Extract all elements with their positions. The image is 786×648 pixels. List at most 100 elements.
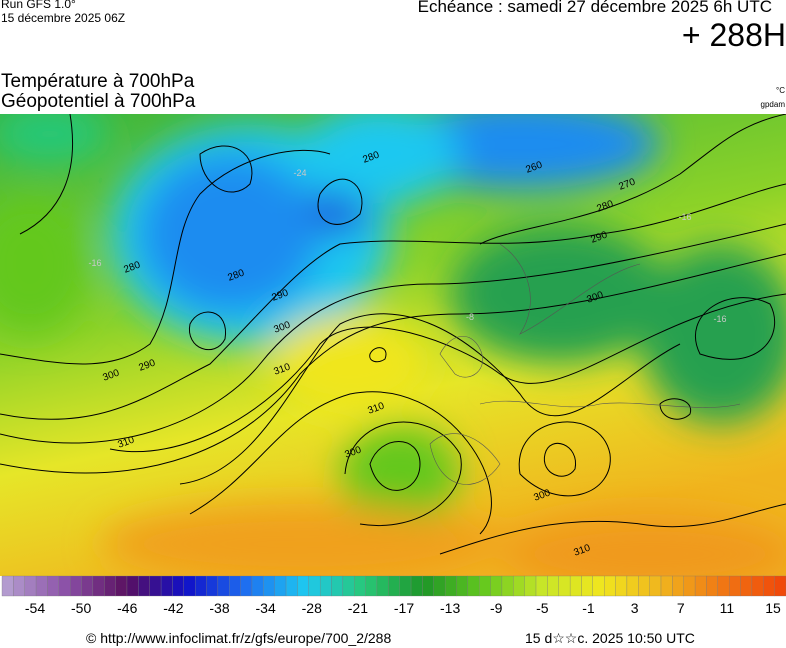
colorbar-swatch [342,575,355,597]
colorbar-label: -13 [440,600,460,615]
colorbar-swatch [751,575,764,597]
contours [0,114,786,555]
colorbar-swatch [524,575,537,597]
colorbar-swatch [740,575,753,597]
colorbar-label: -21 [348,600,368,615]
colorbar-label: -38 [209,600,229,615]
colorbar-swatch [547,575,559,597]
colorbar-label: 11 [720,600,735,615]
colorbar-swatch [433,575,446,597]
colorbar-swatch [195,575,207,597]
colorbar-swatch [115,575,128,597]
colorbar-swatch [535,575,548,597]
colorbar-swatch [172,575,184,597]
colorbar-swatch [467,575,480,597]
colorbar-swatch [138,575,150,597]
colorbar-swatch [70,575,82,597]
colorbar-swatch [35,575,48,597]
colorbar-label: -9 [490,600,503,615]
title-geopotential: Géopotentiel à 700hPa [1,91,196,112]
colorbar-swatch [251,575,264,597]
colorbar-swatch [513,575,525,597]
colorbar-swatch [399,575,412,597]
colorbar-swatch [604,575,616,597]
unit-temperature: °C [776,86,785,95]
colorbar-swatch [569,575,582,597]
colorbar-swatch [206,575,219,597]
colorbar-swatch [217,575,230,597]
colorbar-swatch [126,575,139,597]
lead-time: + 288H [681,17,786,53]
title-temperature: Température à 700hPa [1,71,195,92]
colorbar-swatch [706,575,718,597]
colorbar-swatch [308,575,321,597]
colorbar-label: -46 [117,600,137,615]
colorbar-swatch [592,575,605,597]
colorbar-swatch [81,575,94,597]
colorbar-swatch [649,575,662,597]
footer-url: © http://www.infoclimat.fr/z/gfs/europe/… [86,630,392,646]
colorbar-swatch [410,575,423,597]
colorbar-swatch [297,575,309,597]
colorbar-swatch [638,575,650,597]
colorbar-label: -50 [71,600,91,615]
colorbar-swatch [388,575,400,597]
colorbar-label: 15 [765,600,781,615]
colorbar-swatch [456,575,469,597]
temperature-label: -16 [678,212,691,222]
colorbar-swatch [558,575,571,597]
colorbar-swatch [479,575,491,597]
run-date: 15 décembre 2025 06Z [1,11,126,25]
colorbar-swatch [660,575,673,597]
colorbar-swatch [331,575,344,597]
colorbar-swatch [58,575,71,597]
forecast-time: Echéance : samedi 27 décembre 2025 6h UT… [417,0,772,16]
colorbar-swatch [694,575,707,597]
colorbar-swatch [1,575,14,597]
colorbar-swatch [365,575,378,597]
colorbar-swatch [490,575,503,597]
colorbar-swatch [763,575,775,597]
colorbar-label: 3 [631,600,639,615]
run-label: Run GFS 1.0° [1,0,76,11]
colorbar-swatch [92,575,105,597]
colorbar-swatch [274,575,287,597]
colorbar-swatch [774,575,786,597]
temperature-label: -24 [293,168,306,178]
colorbar-swatch [104,575,116,597]
colorbar-swatch [285,575,298,597]
colorbar-swatch [13,575,25,597]
colorbar-label: -1 [582,600,595,615]
colorbar-label: -28 [302,600,322,615]
footer-timestamp: 15 d☆☆c. 2025 10:50 UTC [525,630,695,646]
colorbar-swatch [422,575,434,597]
unit-geopotential: gpdam [760,100,785,109]
colorbar-swatch [263,575,275,597]
colorbar-swatch [717,575,730,597]
colorbar-swatch [444,575,457,597]
colorbar: -54 -50 -46 -42 -38 -34 -28 -21 -17 -13 -9 -5 -1 3 7 11… [1,575,786,615]
colorbar-label: 7 [677,600,685,615]
colorbar-swatch [319,575,332,597]
colorbar-label: -5 [536,600,549,615]
temperature-label: -16 [713,314,726,324]
colorbar-swatch [683,575,696,597]
colorbar-swatch [626,575,639,597]
colorbar-swatch [24,575,37,597]
colorbar-label: -34 [256,600,276,615]
colorbar-swatch [47,575,59,597]
colorbar-label: -42 [163,600,183,615]
colorbar-swatch [240,575,253,597]
colorbar-swatch [501,575,514,597]
colorbar-swatch [672,575,684,597]
colorbar-swatch [354,575,366,597]
temperature-label: -16 [88,258,101,268]
colorbar-label: -54 [25,600,45,615]
colorbar-swatch [229,575,241,597]
temperature-label: -8 [466,312,474,322]
colorbar-swatch [729,575,741,597]
colorbar-swatch [581,575,593,597]
colorbar-swatch [160,575,173,597]
